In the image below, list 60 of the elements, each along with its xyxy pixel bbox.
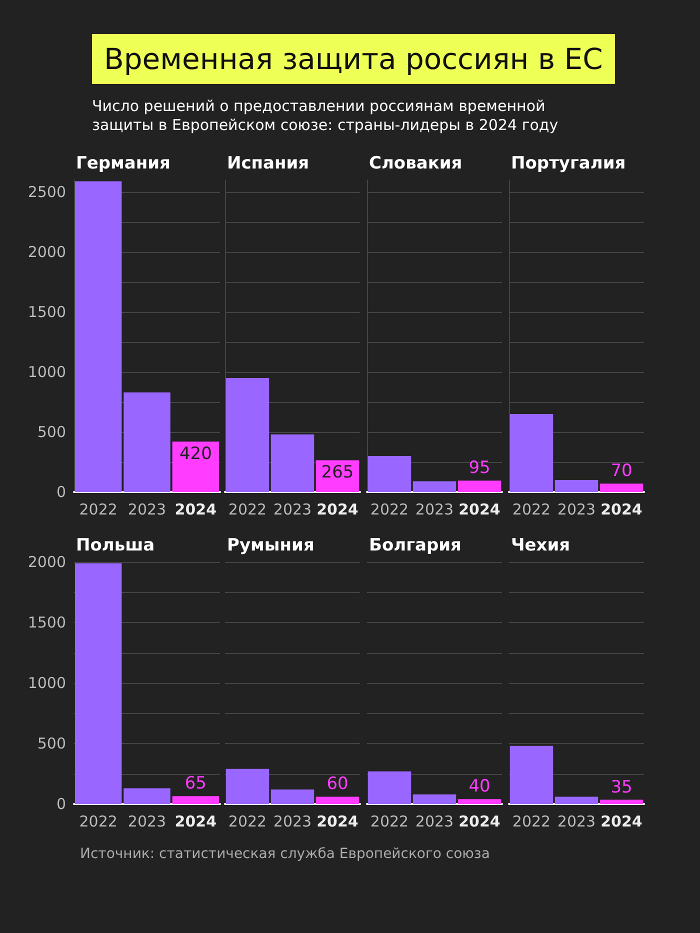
x-tick-label: 2024 (600, 812, 642, 830)
x-tick-label: 2023 (415, 812, 454, 830)
text: Число решений о предоставлении россиянам временной защиты в Европейском союзе: страны-лидеры в 2024 году (92, 97, 560, 135)
x-tick-label: 2024 (316, 500, 358, 518)
y-tick-label: 500 (37, 423, 66, 441)
data-label: 60 (326, 774, 348, 794)
y-tick-label: 0 (56, 795, 66, 813)
x-tick-label: 2022 (512, 500, 551, 518)
x-tick-label: 2024 (174, 812, 217, 830)
y-tick-label: 1500 (28, 614, 66, 632)
x-tick-label: 2024 (316, 812, 358, 830)
y-tick-label: 1000 (28, 674, 66, 692)
x-tick-label: 2023 (273, 500, 312, 518)
bar (172, 796, 220, 804)
bar (124, 392, 170, 492)
data-label: 65 (184, 774, 206, 794)
y-tick-label: 500 (37, 734, 66, 752)
data-label: 35 (610, 777, 632, 798)
x-tick-label: 2022 (370, 812, 409, 830)
text: Временная защита россиян в ЕС (92, 34, 615, 84)
x-tick-label: 2023 (557, 812, 596, 830)
chart-title: Польша (76, 536, 155, 556)
chart-title: Болгария (369, 536, 462, 556)
chart-title: Германия (76, 154, 170, 174)
x-tick-label: 2024 (458, 812, 500, 830)
y-tick-label: 2000 (28, 553, 66, 571)
x-tick-label: 2024 (600, 500, 642, 518)
y-tick-label: 2500 (28, 183, 66, 201)
x-tick-label: 2022 (228, 500, 267, 518)
chart-title: Чехия (511, 536, 570, 556)
x-tick-label: 2023 (128, 812, 166, 830)
data-label: 70 (610, 461, 632, 482)
chart-title: Румыния (227, 536, 314, 556)
x-tick-label: 2023 (273, 812, 312, 830)
y-tick-label: 1000 (28, 363, 66, 381)
x-tick-label: 2023 (128, 500, 166, 518)
x-tick-label: 2022 (370, 500, 409, 518)
data-label: 95 (468, 458, 490, 478)
x-tick-label: 2022 (228, 812, 267, 830)
text: Источник: статистическая служба Европейского союза (80, 846, 490, 862)
x-tick-label: 2024 (174, 500, 217, 518)
data-label: 420 (179, 444, 212, 464)
chart-title: Испания (227, 154, 310, 174)
x-tick-label: 2022 (512, 812, 551, 830)
x-tick-label: 2023 (415, 500, 454, 518)
x-tick-label: 2023 (557, 500, 596, 518)
x-tick-label: 2024 (458, 500, 500, 518)
data-label: 40 (468, 776, 490, 797)
bar (74, 563, 122, 804)
chart-title: Словакия (369, 154, 462, 174)
x-tick-label: 2022 (79, 812, 118, 830)
y-tick-label: 2000 (28, 243, 66, 261)
y-tick-label: 1500 (28, 303, 66, 321)
bar (172, 442, 220, 492)
y-tick-label: 0 (56, 483, 66, 501)
bar (124, 788, 170, 804)
x-tick-label: 2022 (79, 500, 118, 518)
data-label: 265 (321, 462, 354, 483)
bar (74, 181, 122, 492)
chart-title: Португалия (511, 154, 626, 174)
